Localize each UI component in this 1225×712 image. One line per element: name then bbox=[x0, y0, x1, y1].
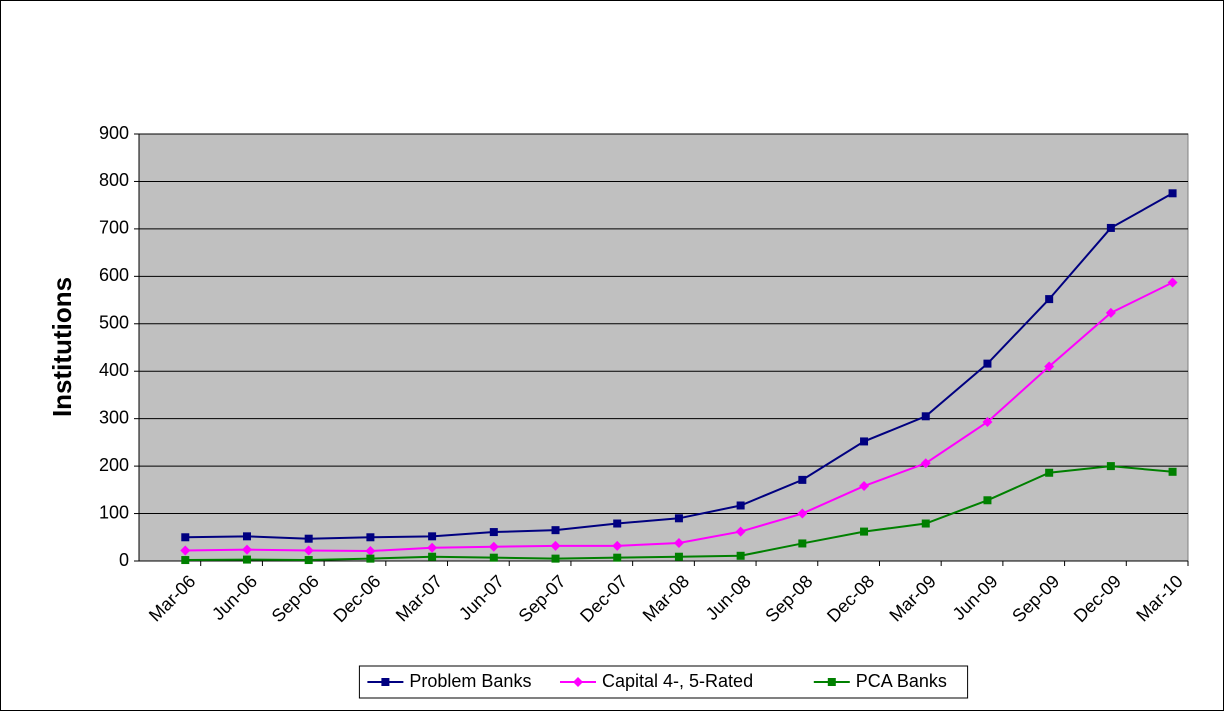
marker bbox=[304, 556, 313, 565]
marker bbox=[488, 541, 499, 552]
legend-label: Capital 4-, 5-Rated bbox=[602, 671, 753, 691]
y-tick-label: 300 bbox=[99, 407, 129, 427]
marker bbox=[921, 412, 930, 421]
marker bbox=[983, 496, 992, 505]
marker bbox=[613, 553, 622, 562]
marker bbox=[797, 508, 808, 519]
marker bbox=[921, 519, 930, 528]
marker bbox=[798, 539, 807, 548]
marker bbox=[613, 519, 622, 528]
marker bbox=[1105, 307, 1116, 318]
y-tick-label: 200 bbox=[99, 455, 129, 475]
y-tick-label: 100 bbox=[99, 502, 129, 522]
marker bbox=[860, 527, 869, 536]
marker bbox=[551, 554, 560, 563]
marker bbox=[1106, 462, 1115, 471]
marker bbox=[983, 359, 992, 368]
marker bbox=[551, 526, 560, 535]
marker bbox=[242, 555, 251, 564]
marker bbox=[827, 678, 836, 686]
marker bbox=[242, 532, 251, 541]
marker bbox=[181, 556, 190, 565]
marker bbox=[674, 514, 683, 523]
marker bbox=[489, 553, 498, 562]
marker bbox=[427, 542, 438, 553]
marker bbox=[673, 537, 684, 548]
marker bbox=[735, 526, 746, 537]
marker bbox=[180, 545, 191, 556]
y-tick-label: 500 bbox=[99, 313, 129, 333]
marker bbox=[1045, 295, 1054, 304]
y-tick-label: 700 bbox=[99, 218, 129, 238]
marker bbox=[365, 546, 376, 557]
marker bbox=[489, 528, 498, 537]
marker bbox=[736, 551, 745, 560]
marker bbox=[304, 534, 313, 543]
marker bbox=[798, 475, 807, 484]
y-tick-label: 0 bbox=[119, 550, 129, 570]
marker bbox=[1045, 468, 1054, 477]
marker bbox=[736, 501, 745, 510]
marker bbox=[1044, 361, 1055, 372]
marker bbox=[859, 481, 870, 492]
marker bbox=[573, 677, 583, 687]
marker bbox=[1168, 189, 1177, 198]
marker bbox=[674, 552, 683, 561]
y-axis-label: Institutions bbox=[47, 277, 77, 417]
legend-label: PCA Banks bbox=[856, 671, 947, 691]
y-tick-label: 800 bbox=[99, 170, 129, 190]
marker bbox=[428, 532, 437, 541]
plot-area bbox=[138, 133, 1189, 562]
marker bbox=[982, 416, 993, 427]
y-tick-label: 900 bbox=[99, 123, 129, 143]
marker bbox=[181, 533, 190, 542]
marker bbox=[920, 458, 931, 469]
marker bbox=[1167, 277, 1178, 288]
marker bbox=[1106, 223, 1115, 232]
marker bbox=[241, 544, 252, 555]
marker bbox=[860, 437, 869, 446]
marker bbox=[381, 678, 390, 686]
legend-box bbox=[358, 665, 969, 699]
marker bbox=[303, 545, 314, 556]
marker bbox=[428, 552, 437, 561]
marker bbox=[612, 540, 623, 551]
marker bbox=[366, 554, 375, 563]
marker bbox=[550, 540, 561, 551]
y-tick-label: 600 bbox=[99, 265, 129, 285]
y-tick-label: 400 bbox=[99, 360, 129, 380]
marker bbox=[366, 533, 375, 542]
legend-label: Problem Banks bbox=[409, 671, 531, 691]
marker bbox=[1168, 467, 1177, 476]
